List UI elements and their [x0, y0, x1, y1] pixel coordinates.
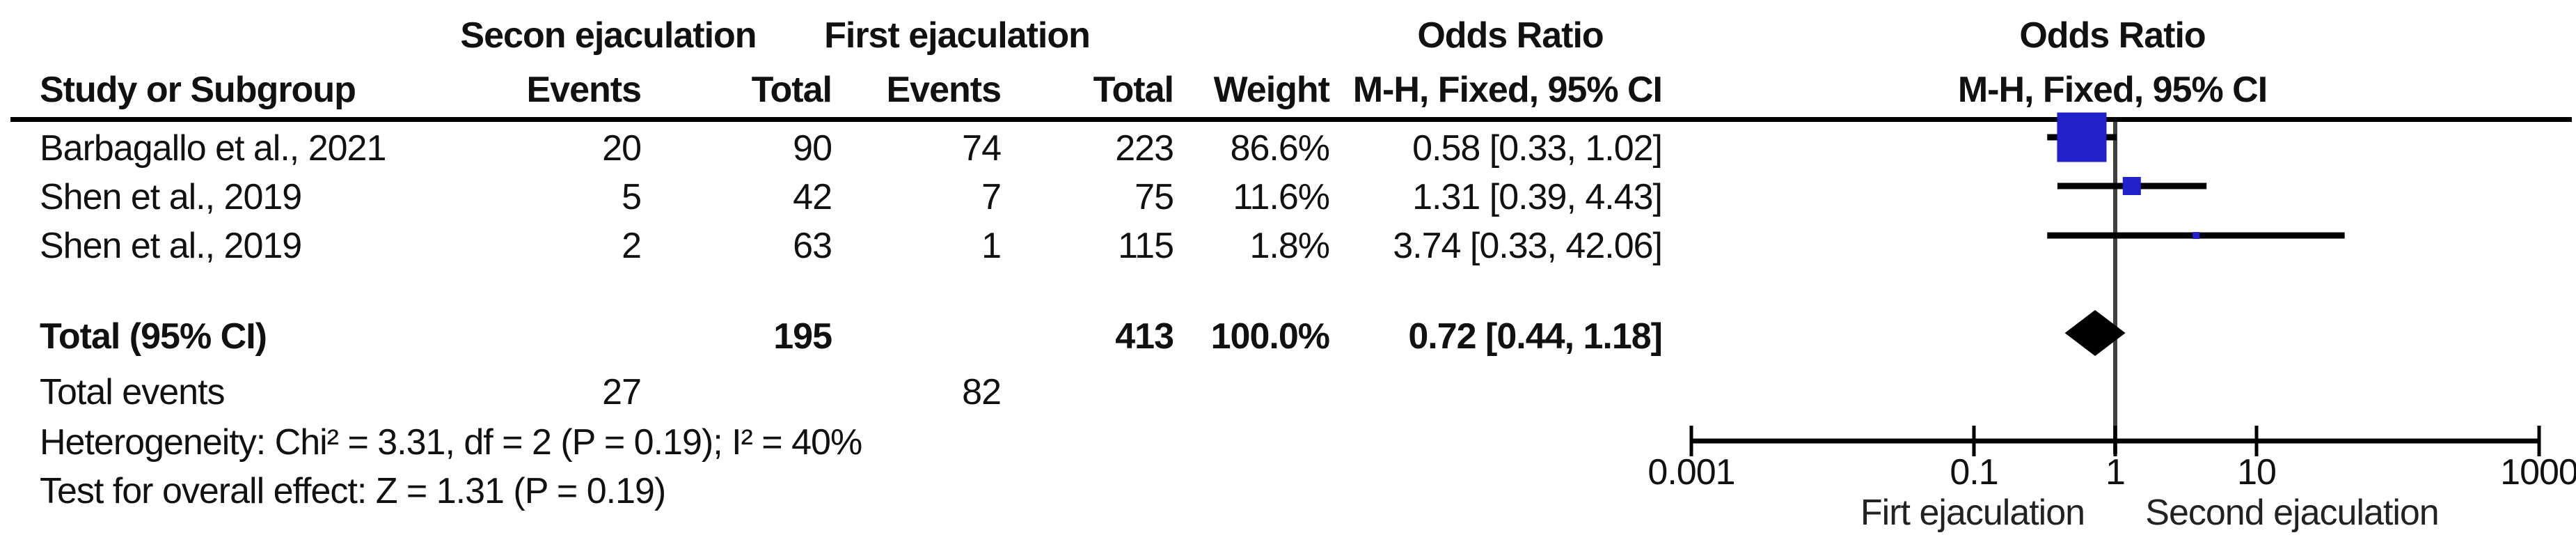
odds-ratio-ci: 1.31 [0.39, 4.43]: [1412, 177, 1663, 217]
overall-effect-text: Test for overall effect: Z = 1.31 (P = 0…: [40, 471, 666, 511]
total-1: 63: [793, 226, 832, 266]
axis-tick-label: 1000: [2500, 452, 2576, 493]
odds-ratio-ci: 3.74 [0.33, 42.06]: [1393, 226, 1663, 266]
col-header-events-1: Events: [526, 70, 642, 110]
col-header-weight: Weight: [1213, 70, 1330, 110]
pooled-diamond: [2064, 310, 2126, 356]
total-events-label: Total events: [40, 372, 225, 412]
axis-tick-label: 1: [2105, 452, 2126, 493]
events-2: 7: [981, 177, 1002, 217]
events-1: 5: [622, 177, 642, 217]
header-rule: [10, 117, 2572, 122]
group-header-first-ejaculation: First ejaculation: [824, 15, 1091, 56]
odds-ratio-plot-header: Odds Ratio: [2019, 15, 2206, 56]
events-1: 20: [602, 128, 642, 169]
effect-square: [2057, 112, 2107, 162]
weight: 1.8%: [1249, 226, 1330, 266]
effect-square: [2192, 232, 2200, 239]
favours-left-label: Firt ejaculation: [1860, 493, 2085, 533]
events-2: 1: [981, 226, 1002, 266]
group-header-second-ejaculation: Secon ejaculation: [460, 15, 757, 56]
weight: 11.6%: [1233, 177, 1330, 217]
study-name: Shen et al., 2019: [40, 177, 302, 217]
col-header-study: Study or Subgroup: [40, 70, 356, 110]
axis-tick-label: 0.001: [1647, 452, 1735, 493]
axis-tick-label: 0.1: [1950, 452, 1998, 493]
study-name: Barbagallo et al., 2021: [40, 128, 386, 169]
study-name: Shen et al., 2019: [40, 226, 302, 266]
total-events-1: 27: [602, 372, 642, 412]
events-2: 74: [962, 128, 1002, 169]
total-label: Total (95% CI): [40, 316, 267, 357]
total-n-1: 195: [773, 316, 832, 357]
weight: 86.6%: [1230, 128, 1330, 169]
axis-tick-label: 10: [2237, 452, 2277, 493]
col-header-events-2: Events: [886, 70, 1002, 110]
plot-header-mh-ci: M-H, Fixed, 95% CI: [1957, 70, 2268, 110]
total-2: 115: [1118, 226, 1174, 266]
total-1: 42: [793, 177, 832, 217]
total-events-2: 82: [962, 372, 1002, 412]
events-1: 2: [622, 226, 642, 266]
total-1: 90: [793, 128, 832, 169]
col-header-total-1: Total: [751, 70, 832, 110]
total-odds-ratio-ci: 0.72 [0.44, 1.18]: [1408, 316, 1663, 357]
total-weight: 100.0%: [1210, 316, 1330, 357]
odds-ratio-column-header: Odds Ratio: [1417, 15, 1604, 56]
total-2: 75: [1135, 177, 1174, 217]
total-2: 223: [1115, 128, 1174, 169]
heterogeneity-text: Heterogeneity: Chi² = 3.31, df = 2 (P = …: [40, 422, 862, 463]
effect-square: [2122, 177, 2141, 195]
col-header-total-2: Total: [1093, 70, 1174, 110]
favours-right-label: Second ejaculation: [2145, 493, 2439, 533]
odds-ratio-ci: 0.58 [0.33, 1.02]: [1412, 128, 1663, 169]
col-header-mh-ci: M-H, Fixed, 95% CI: [1352, 70, 1663, 110]
total-n-2: 413: [1115, 316, 1174, 357]
